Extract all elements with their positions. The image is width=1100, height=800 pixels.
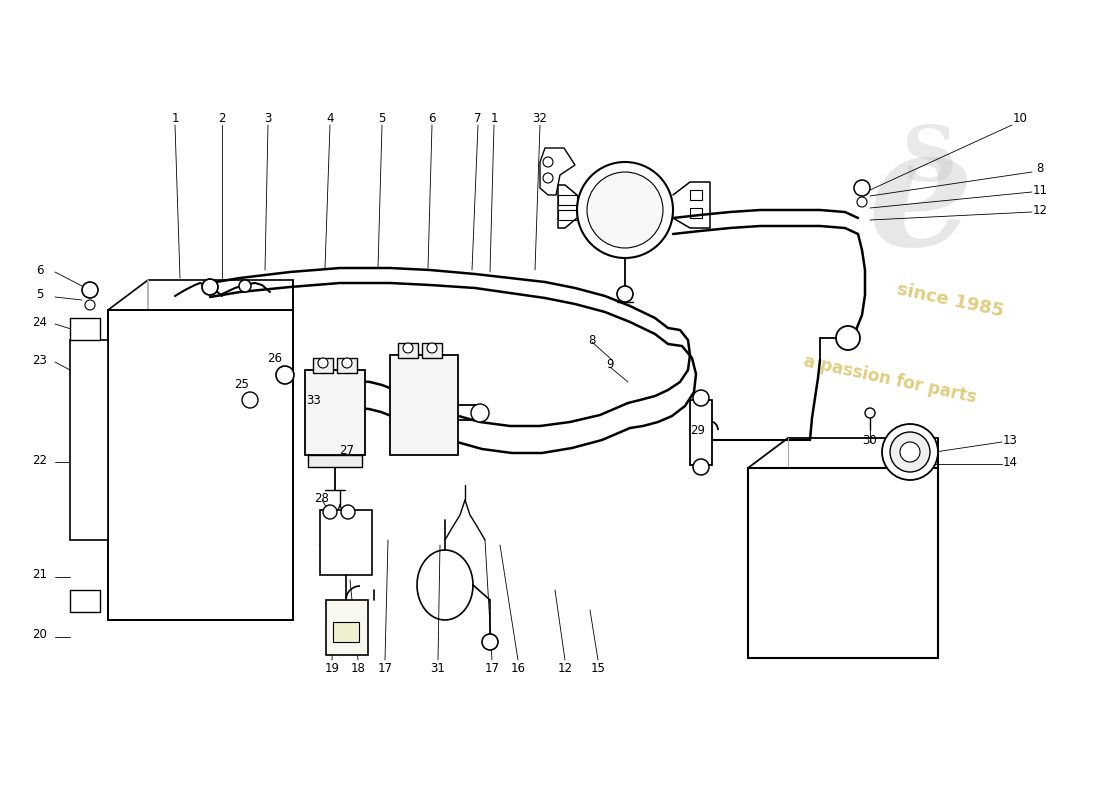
Text: 17: 17 — [484, 662, 499, 674]
Text: 32: 32 — [532, 111, 548, 125]
Circle shape — [890, 432, 930, 472]
Bar — [333, 622, 359, 642]
Circle shape — [471, 404, 490, 422]
Bar — [558, 210, 578, 220]
Text: 19: 19 — [324, 662, 340, 674]
Circle shape — [482, 634, 498, 650]
Text: 25: 25 — [234, 378, 250, 391]
Bar — [558, 195, 578, 205]
Bar — [70, 590, 100, 612]
Text: 6: 6 — [36, 263, 44, 277]
Text: 6: 6 — [428, 111, 436, 125]
Bar — [305, 370, 365, 455]
Bar — [690, 208, 702, 218]
Text: 7: 7 — [474, 111, 482, 125]
Text: 14: 14 — [1002, 455, 1018, 469]
Bar — [108, 310, 293, 620]
Text: 4: 4 — [327, 111, 333, 125]
Circle shape — [617, 286, 632, 302]
Circle shape — [242, 392, 258, 408]
Circle shape — [578, 162, 673, 258]
Text: 15: 15 — [591, 662, 605, 674]
Bar — [390, 355, 458, 455]
Text: e: e — [867, 119, 974, 281]
Circle shape — [900, 442, 920, 462]
Circle shape — [323, 505, 337, 519]
Text: 30: 30 — [862, 434, 878, 446]
Bar — [337, 358, 358, 373]
Text: 11: 11 — [1033, 183, 1047, 197]
Bar — [314, 358, 333, 373]
Circle shape — [202, 279, 218, 295]
Bar — [308, 455, 362, 467]
Text: 9: 9 — [606, 358, 614, 371]
Text: 20: 20 — [33, 629, 47, 642]
Text: 1: 1 — [172, 111, 178, 125]
Text: 1: 1 — [491, 111, 497, 125]
Text: 13: 13 — [1002, 434, 1018, 446]
Text: 23: 23 — [33, 354, 47, 366]
Text: 16: 16 — [510, 662, 526, 674]
Text: 5: 5 — [378, 111, 386, 125]
Text: 28: 28 — [315, 491, 329, 505]
Text: 5: 5 — [36, 289, 44, 302]
Circle shape — [82, 282, 98, 298]
Text: 12: 12 — [1033, 203, 1047, 217]
Text: 33: 33 — [307, 394, 321, 406]
Text: 27: 27 — [340, 443, 354, 457]
Bar — [398, 343, 418, 358]
Text: 8: 8 — [1036, 162, 1044, 174]
Text: since 1985: since 1985 — [895, 280, 1005, 320]
Circle shape — [427, 343, 437, 353]
Bar — [690, 400, 712, 465]
Bar — [320, 510, 372, 575]
Bar — [326, 600, 368, 655]
Circle shape — [693, 459, 710, 475]
Text: 3: 3 — [264, 111, 272, 125]
Text: 22: 22 — [33, 454, 47, 466]
Circle shape — [854, 180, 870, 196]
Bar — [748, 468, 938, 658]
Text: 29: 29 — [691, 423, 705, 437]
Circle shape — [318, 358, 328, 368]
Circle shape — [239, 280, 251, 292]
Circle shape — [403, 343, 412, 353]
Text: 8: 8 — [588, 334, 596, 346]
Bar — [690, 190, 702, 200]
Circle shape — [587, 172, 663, 248]
Circle shape — [836, 326, 860, 350]
Text: S: S — [902, 123, 958, 197]
Circle shape — [341, 505, 355, 519]
Circle shape — [85, 300, 95, 310]
Text: 24: 24 — [33, 315, 47, 329]
Circle shape — [865, 408, 874, 418]
Text: 18: 18 — [351, 662, 365, 674]
Circle shape — [342, 358, 352, 368]
Circle shape — [857, 197, 867, 207]
Bar — [70, 340, 108, 540]
Text: 31: 31 — [430, 662, 446, 674]
Bar — [422, 343, 442, 358]
Text: 2: 2 — [218, 111, 226, 125]
Circle shape — [693, 390, 710, 406]
Text: a passion for parts: a passion for parts — [802, 353, 978, 407]
Text: 10: 10 — [1013, 111, 1027, 125]
Text: 21: 21 — [33, 569, 47, 582]
Text: 12: 12 — [558, 662, 572, 674]
Circle shape — [882, 424, 938, 480]
Text: 17: 17 — [377, 662, 393, 674]
Text: 26: 26 — [267, 351, 283, 365]
Circle shape — [276, 366, 294, 384]
Bar — [70, 318, 100, 340]
